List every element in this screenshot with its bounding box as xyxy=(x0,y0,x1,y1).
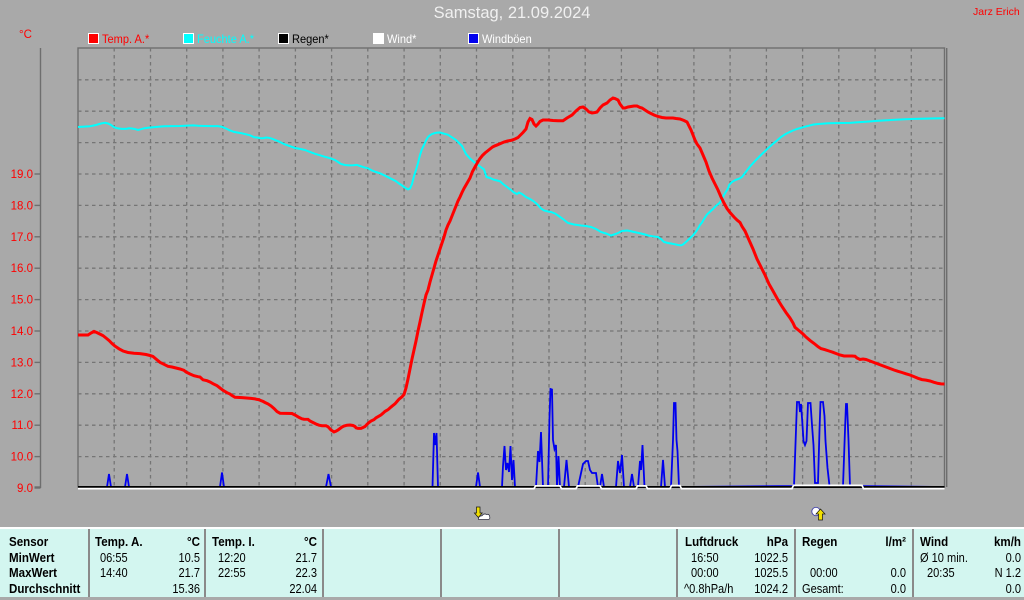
svg-text:9.0: 9.0 xyxy=(17,483,33,495)
svg-text:17.0: 17.0 xyxy=(11,232,33,244)
svg-text:18.0: 18.0 xyxy=(11,200,33,212)
svg-text:15.0: 15.0 xyxy=(11,295,33,307)
svg-text:10.0: 10.0 xyxy=(11,452,33,464)
svg-text:19.0: 19.0 xyxy=(11,169,33,181)
svg-text:11.0: 11.0 xyxy=(11,420,33,432)
svg-text:12.0: 12.0 xyxy=(11,389,33,401)
svg-text:14.0: 14.0 xyxy=(11,326,33,338)
svg-text:13.0: 13.0 xyxy=(11,357,33,369)
svg-text:16.0: 16.0 xyxy=(11,263,33,275)
